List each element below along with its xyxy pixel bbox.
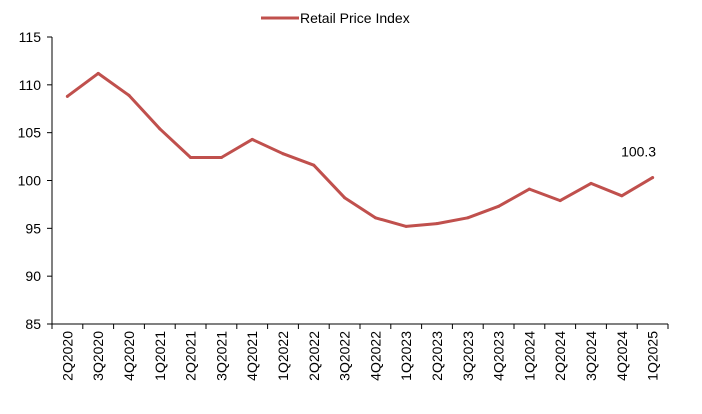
x-tick-label: 4Q2020: [121, 331, 137, 381]
data-point: [404, 224, 408, 228]
x-tick-label: 1Q2021: [152, 331, 168, 381]
x-tick-label: 1Q2023: [398, 331, 414, 381]
data-point: [558, 199, 562, 203]
data-point: [96, 71, 100, 75]
data-point: [435, 222, 439, 226]
data-point: [373, 216, 377, 220]
data-point: [343, 196, 347, 200]
x-tick-label: 1Q2025: [645, 331, 661, 381]
x-tick-label: 1Q2022: [275, 331, 291, 381]
data-point: [65, 94, 69, 98]
data-point: [527, 187, 531, 191]
y-axis-ticks: 85 90 95 100 105 110 115: [18, 29, 52, 332]
data-label: 100.3: [621, 144, 656, 160]
x-tick-label: 4Q2024: [614, 331, 630, 381]
data-point: [620, 194, 624, 198]
y-tick-label: 115: [19, 29, 42, 45]
x-tick-label: 3Q2020: [90, 331, 106, 381]
data-point: [651, 176, 655, 180]
x-tick-label: 3Q2024: [583, 331, 599, 381]
data-point: [127, 93, 131, 97]
series-line-retail-price-index: [65, 71, 655, 228]
x-tick-label: 3Q2023: [460, 331, 476, 381]
series-layer: [65, 71, 655, 228]
x-axis-ticks: 2Q2020 3Q2020 4Q2020 1Q2021 2Q2021 3Q2021 4Q20…: [51, 324, 669, 381]
x-tick-label: 2Q2022: [306, 331, 322, 381]
data-point: [312, 163, 316, 167]
x-tick-label: 4Q2022: [367, 331, 383, 381]
data-point: [219, 156, 223, 160]
x-tick-label: 3Q2021: [213, 331, 229, 381]
x-tick-label: 4Q2023: [491, 331, 507, 381]
x-tick-label: 2Q2020: [59, 331, 75, 381]
y-tick-label: 110: [19, 77, 42, 93]
y-tick-label: 95: [25, 220, 41, 236]
data-point: [189, 156, 193, 160]
y-tick-label: 90: [25, 268, 41, 284]
x-tick-label: 2Q2021: [183, 331, 199, 381]
x-tick-label: 2Q2023: [429, 331, 445, 381]
data-point: [589, 181, 593, 185]
data-point: [281, 152, 285, 156]
axes: [51, 37, 668, 325]
x-tick-label: 4Q2021: [244, 331, 260, 381]
data-point: [466, 216, 470, 220]
legend-label: Retail Price Index: [300, 10, 410, 26]
y-tick-label: 105: [18, 125, 42, 141]
data-point: [158, 127, 162, 131]
x-tick-label: 3Q2022: [337, 331, 353, 381]
annotation-layer: 100.3: [621, 144, 656, 160]
legend: Retail Price Index: [261, 10, 410, 26]
x-tick-label: 1Q2024: [521, 331, 537, 381]
y-tick-label: 100: [18, 173, 42, 189]
data-point: [497, 204, 501, 208]
y-tick-label: 85: [25, 316, 41, 332]
x-tick-label: 2Q2024: [552, 331, 568, 381]
data-point: [250, 137, 254, 141]
